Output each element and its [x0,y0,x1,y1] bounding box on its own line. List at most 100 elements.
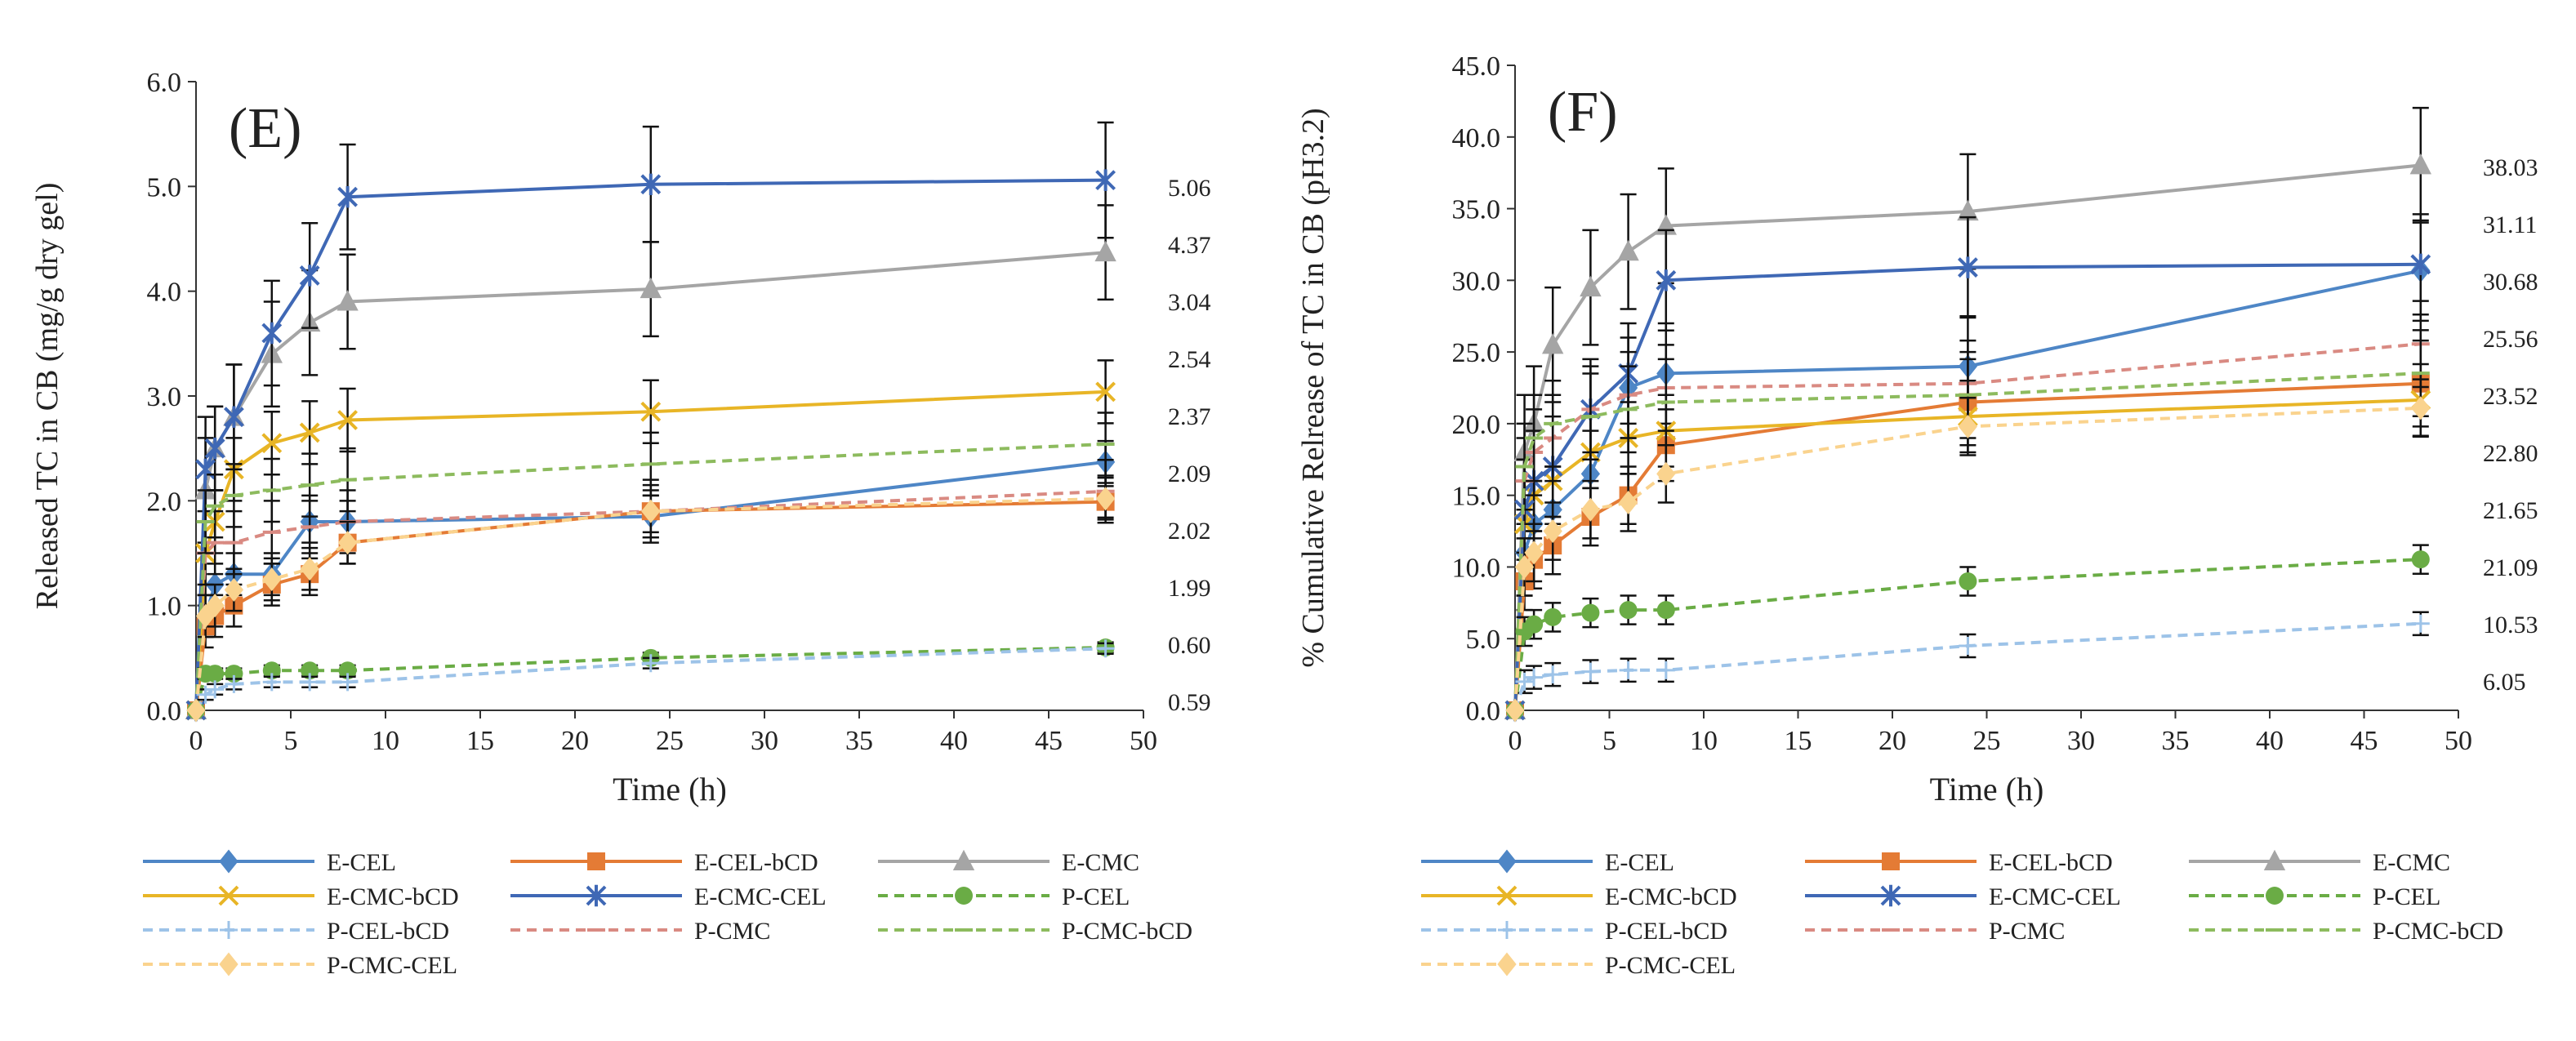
data-point [205,594,225,618]
x-tick-label: 50 [2445,726,2472,756]
data-point [336,290,359,311]
end-value-label: 25.56 [2483,326,2538,353]
y-tick-label: 0.0 [1466,696,1501,727]
legend-label: E-CMC [2373,849,2450,876]
data-point [640,173,662,195]
series-line [1513,621,2421,711]
legend-label: E-CMC [1062,849,1139,876]
data-point [1656,601,1675,620]
data-point [2410,253,2431,276]
data-point [299,422,320,443]
legend-item-e-cmc: E-CMC [878,849,1139,876]
end-value-label: 6.05 [2483,669,2526,696]
data-point [262,567,282,592]
data-point [1581,603,1600,622]
end-value-label: 2.54 [1168,346,1211,373]
legend-label: P-CMC [694,918,770,945]
data-point [1544,665,1562,684]
y-tick-label: 5.0 [1466,625,1501,655]
data-point [1514,554,1535,579]
legend-label: E-CMC-bCD [1605,883,1737,910]
legend-marker [952,849,975,870]
end-value-label: 10.53 [2483,612,2538,638]
panel-e-chart: 0.0 1.0 2.0 3.0 4.0 5.0 6.0 0 5 10 15 20 25 30 35 40 45 5… [30,68,1211,979]
data-point [1581,662,1600,681]
data-point [1656,269,1677,291]
legend-item-p-cel-bcd: P-CEL-bCD [1421,918,1727,945]
data-point [261,322,283,345]
data-point [1957,256,1978,278]
legend-label: P-CEL [1062,883,1130,910]
y-tick-label: 20.0 [1452,410,1501,440]
x-tick-label: 0 [189,726,203,756]
data-point [337,531,358,555]
data-point [1515,672,1534,691]
y-tick-label: 0.0 [147,696,182,727]
legend-label: E-CEL-bCD [1989,849,2113,876]
x-tick-label: 5 [1602,726,1616,756]
y-tick-label: 3.0 [147,382,182,412]
data-point [1525,615,1544,634]
legend-item-p-cel: P-CEL [2189,883,2440,910]
legend-marker [219,849,238,874]
legend-item-p-cel-bcd: P-CEL-bCD [143,918,449,945]
data-point [206,665,225,683]
y-tick-label: 25.0 [1452,338,1501,368]
x-tick-label: 10 [372,726,399,756]
x-tick-label: 45 [1035,726,1063,756]
end-value-label: 2.02 [1168,518,1211,545]
legend-item-e-cmc: E-CMC [2189,849,2450,876]
data-point [1525,668,1544,687]
end-value-label: 22.80 [2483,440,2538,467]
x-tick-label: 20 [1879,726,1906,756]
data-point [2411,614,2430,633]
legend-label: E-CEL [327,849,396,876]
legend: E-CEL E-CEL-bCD E-CMC E-CMC-bCD E-CMC-CEL P-C… [143,849,1192,979]
data-point [1580,497,1601,522]
legend-marker [1880,884,1901,907]
y-tick-label: 4.0 [147,278,182,308]
data-point [641,654,660,673]
data-point [2409,153,2431,175]
data-point [1618,490,1638,514]
series-p-cmc-cel [1505,378,2431,723]
y-tick-label: 30.0 [1452,266,1501,296]
legend-item-p-cel: P-CEL [878,883,1130,910]
y-tick-label: 45.0 [1452,51,1501,82]
legend-marker [586,884,607,907]
x-tick-label: 5 [284,726,298,756]
data-point [262,673,281,692]
data-point [186,698,206,723]
data-point [224,577,244,602]
y-tick-label: 2.0 [147,487,182,517]
data-point [337,185,359,208]
end-value-label: 0.59 [1168,689,1211,716]
panel-label: (E) [229,97,301,160]
data-point [337,410,359,430]
x-tick-label: 0 [1509,726,1522,756]
legend-label: P-CMC-CEL [327,952,457,979]
data-point [1543,519,1562,544]
y-tick-label: 6.0 [147,68,182,98]
end-value-label: 3.04 [1168,289,1211,316]
legend-label: P-CMC [1989,918,2065,945]
x-tick-label: 40 [2256,726,2284,756]
end-value-label: 1.99 [1168,575,1211,602]
legend-item-e-cel: E-CEL [1421,849,1674,876]
legend-label: P-CMC-bCD [1062,918,1192,945]
legend-marker [1882,852,1900,870]
data-point [338,673,357,692]
panel-label: (F) [1548,81,1618,144]
x-tick-label: 35 [845,726,873,756]
legend-label: E-CMC-CEL [1989,883,2121,910]
legend-marker [2266,887,2284,905]
legend-marker [1497,952,1517,976]
legend-marker [1497,849,1517,874]
data-point [640,401,662,422]
data-point [261,433,283,454]
data-point [196,685,215,704]
end-value-label: 21.65 [2483,497,2538,524]
end-value-label: 38.03 [2483,154,2538,181]
y-tick-label: 10.0 [1452,553,1501,583]
